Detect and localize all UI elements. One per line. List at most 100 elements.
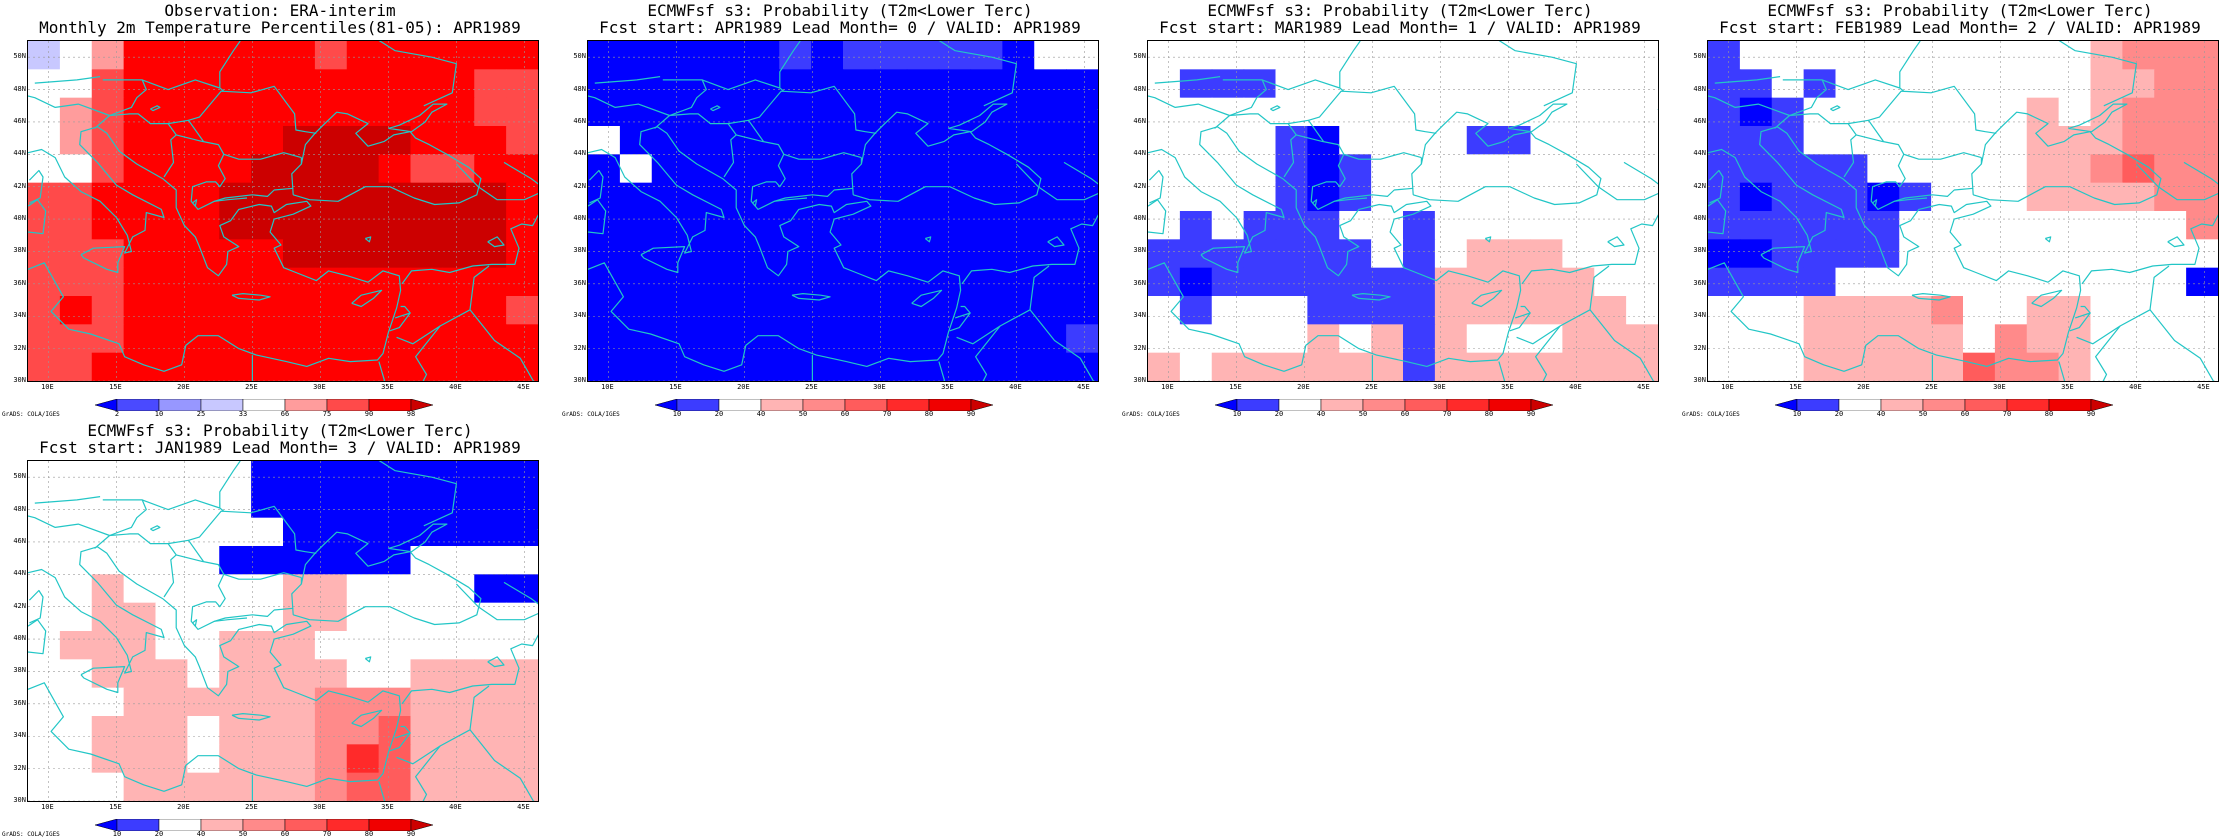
grid-cell [59, 239, 93, 269]
coastline [80, 246, 126, 274]
grid-cell [1466, 239, 1500, 269]
grid-cell [2058, 267, 2092, 297]
y-tick-label: 40N [1133, 214, 1146, 223]
grid-cell [1899, 267, 1932, 297]
y-tick-label: 38N [13, 246, 26, 255]
grid-cell [378, 602, 412, 632]
grid-cell [1403, 69, 1436, 99]
grid-cell [506, 772, 538, 801]
y-tick-label: 42N [13, 601, 26, 610]
grid-cell [1066, 182, 1098, 212]
grid-cell [1466, 69, 1500, 99]
grid-cell [1211, 69, 1245, 99]
grid-cell [1594, 154, 1627, 184]
grid-cell [187, 744, 220, 774]
grid-cell [283, 517, 316, 547]
grid-cell [1931, 69, 1964, 99]
grid-cell [683, 267, 717, 297]
grid-cell [474, 546, 507, 575]
grid-cell [747, 324, 780, 354]
grid-cell [2122, 126, 2155, 155]
grid-cell [779, 211, 812, 240]
grid-cell [474, 517, 507, 547]
grid-cell [843, 352, 876, 381]
grid-cell [747, 211, 780, 240]
country-border [378, 781, 386, 801]
grid-cell [155, 239, 188, 269]
grid-cell [1530, 296, 1563, 325]
grid-cell [2154, 211, 2187, 240]
colorbar-label: 60 [1960, 410, 1970, 418]
grid-cell [1562, 211, 1595, 240]
grid-cell [187, 461, 220, 490]
grid-cell [187, 574, 220, 604]
grid-cell [1179, 126, 1213, 155]
grid-cell [1403, 97, 1436, 127]
grid-cell [187, 211, 220, 240]
colorbar-label: 20 [154, 830, 164, 838]
colorbar-label: 80 [1484, 410, 1494, 418]
grid-cell [59, 744, 93, 774]
grid-cell [747, 41, 780, 70]
y-tick-label: 50N [13, 472, 26, 481]
grid-cell [970, 154, 1003, 184]
grid-cell [1002, 239, 1035, 269]
grid-cell [2026, 211, 2060, 240]
grid-cell [1803, 182, 1837, 212]
grid-cell [314, 154, 348, 184]
credit-text: GrADS: COLA/IGES [562, 411, 620, 418]
grid-cell [588, 69, 621, 99]
x-tick-label: 35E [2061, 383, 2074, 391]
coastline [364, 656, 372, 663]
grid-cell [1066, 69, 1098, 99]
country-border [1339, 41, 1361, 88]
grid-cell [1307, 239, 1340, 269]
grid-cell [938, 267, 972, 297]
y-tick-label: 34N [1693, 311, 1706, 320]
grid-cell [1498, 154, 1532, 184]
grid-cell [1739, 352, 1773, 381]
grid-cell [1275, 154, 1308, 184]
colorbar-svg [1214, 398, 1554, 412]
grid-cell [91, 687, 125, 717]
grid-cell [1211, 154, 1245, 184]
grid-cell [1403, 296, 1436, 325]
grid-cell [28, 659, 61, 689]
y-tick-label: 42N [1693, 181, 1706, 190]
grid-cell [2058, 211, 2092, 240]
colorbar-svg [94, 398, 434, 412]
grid-cell [314, 631, 348, 660]
grid-cell [219, 97, 252, 127]
colorbar-label: 40 [1316, 410, 1326, 418]
grid-cell [283, 489, 316, 519]
grid-cell [2090, 182, 2123, 212]
x-tick-label: 40E [449, 803, 462, 811]
coastline [1148, 199, 1167, 235]
y-tick-label: 50N [1693, 52, 1706, 61]
x-tick-label: 35E [381, 803, 394, 811]
grid-cell [1530, 211, 1563, 240]
grid-cell [1899, 239, 1932, 269]
grid-cell [588, 324, 621, 354]
grid-cell [28, 324, 61, 354]
grid-cell [506, 687, 538, 717]
y-tick-label: 46N [13, 536, 26, 545]
grid-cell [715, 296, 748, 325]
country-border [938, 41, 1017, 107]
grid-cell [1739, 154, 1773, 184]
grid-cell [619, 97, 653, 127]
grid-cell [346, 659, 380, 689]
grid-cell [1594, 41, 1627, 70]
grid-cell [506, 97, 538, 127]
grid-cell [1148, 182, 1181, 212]
grid-cell [1275, 182, 1308, 212]
map-panel-1: Observation: ERA-interim Monthly 2m Temp… [0, 0, 560, 420]
grid-cell [619, 211, 653, 240]
grid-cell [1275, 69, 1308, 99]
y-tick-label: 40N [573, 214, 586, 223]
grid-cell [1963, 154, 1996, 184]
y-tick-label: 38N [1133, 246, 1146, 255]
y-tick-label: 40N [13, 634, 26, 643]
grid-cell [251, 239, 284, 269]
grid-cell [1803, 154, 1837, 184]
